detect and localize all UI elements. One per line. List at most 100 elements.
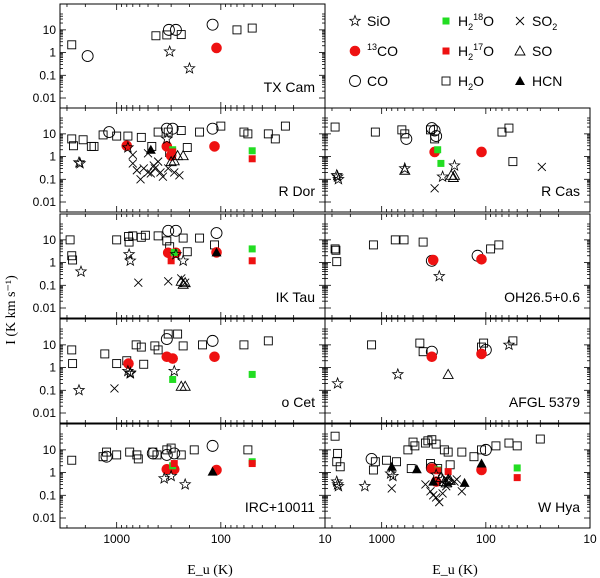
data-point-h2o bbox=[98, 130, 108, 140]
x-axis-title-right: E_u (K) bbox=[432, 563, 478, 578]
data-point-h2o bbox=[153, 231, 163, 241]
data-point-h2o bbox=[182, 143, 192, 152]
data-point-h2o bbox=[368, 465, 378, 475]
data-point-13co bbox=[167, 353, 178, 364]
data-point-co bbox=[169, 23, 182, 36]
data-point-h2o bbox=[332, 257, 342, 267]
legend-marker-so2 bbox=[515, 16, 525, 26]
legend-label-co: CO bbox=[367, 73, 388, 89]
data-point-sio bbox=[331, 477, 344, 490]
data-point-sio bbox=[332, 172, 345, 185]
data-point-h2o bbox=[67, 455, 77, 465]
data-point-sio bbox=[436, 170, 449, 183]
x-tick-label: 100 bbox=[476, 532, 496, 546]
data-point-so2 bbox=[156, 168, 165, 177]
data-point-so2 bbox=[421, 480, 430, 489]
data-point-h2o bbox=[67, 134, 77, 144]
data-point-13co bbox=[427, 254, 439, 266]
y-tick-label: 10 bbox=[43, 443, 57, 457]
data-point-sio bbox=[448, 158, 461, 171]
data-point-h217o bbox=[167, 257, 175, 265]
data-point-co bbox=[400, 132, 413, 145]
data-point-h2o bbox=[178, 341, 188, 351]
data-point-h2o bbox=[98, 452, 108, 462]
data-point-h2o bbox=[112, 235, 122, 245]
data-point-so2 bbox=[387, 484, 397, 493]
data-point-co bbox=[160, 333, 173, 346]
data-point-sio bbox=[432, 269, 446, 282]
data-point-co bbox=[166, 122, 179, 135]
data-point-hcn bbox=[411, 464, 422, 474]
data-point-h2o bbox=[68, 359, 78, 369]
data-point-sio bbox=[123, 254, 137, 267]
data-point-h2o bbox=[392, 457, 401, 467]
panel-oh26-5-0-6: OH26.5+0.6 bbox=[324, 213, 591, 319]
data-point-so2 bbox=[153, 157, 163, 166]
data-point-co bbox=[146, 447, 159, 460]
data-point-hcn bbox=[145, 144, 156, 154]
data-point-13co bbox=[209, 351, 220, 363]
panel-star-name: W Hya bbox=[538, 499, 580, 515]
data-point-h2o bbox=[330, 122, 340, 132]
legend-label-hcn: HCN bbox=[532, 73, 562, 89]
data-point-sio bbox=[72, 383, 86, 396]
x-tick-label: 1000 bbox=[103, 532, 130, 546]
data-point-h2o bbox=[68, 255, 78, 265]
data-point-so bbox=[444, 474, 456, 485]
data-point-h2o bbox=[140, 230, 150, 240]
data-point-h2o bbox=[335, 462, 345, 472]
y-tick-label: 1 bbox=[49, 46, 56, 60]
data-point-h2o bbox=[504, 123, 514, 133]
data-point-h2o bbox=[128, 231, 138, 241]
data-point-so2 bbox=[143, 148, 153, 158]
data-point-h218o bbox=[437, 159, 445, 167]
y-tick-label: 0.01 bbox=[33, 406, 57, 420]
data-point-h2o bbox=[195, 127, 205, 137]
data-point-h2o bbox=[67, 345, 77, 355]
data-point-co bbox=[430, 130, 443, 143]
data-point-co bbox=[103, 126, 116, 139]
data-point-h217o bbox=[170, 460, 178, 468]
data-point-so2 bbox=[133, 278, 143, 288]
data-point-h2o bbox=[139, 359, 149, 369]
data-point-h2o bbox=[78, 135, 88, 145]
data-point-sio bbox=[163, 44, 176, 58]
y-tick-label: 1 bbox=[49, 256, 56, 270]
y-tick-label: 10 bbox=[43, 233, 57, 247]
data-point-h2o bbox=[270, 134, 280, 144]
data-point-co bbox=[100, 450, 113, 463]
data-point-sio bbox=[73, 156, 87, 169]
data-point-h2o bbox=[243, 445, 253, 455]
panel-ik-tau: 0.01 0.1 1 10 IK Tau bbox=[33, 213, 326, 319]
data-point-so bbox=[179, 276, 191, 288]
data-point-h2o bbox=[331, 245, 341, 255]
data-point-sio bbox=[176, 254, 190, 267]
data-point-h2o bbox=[494, 240, 504, 250]
data-point-h2o bbox=[399, 235, 409, 245]
y-tick-label: 0.1 bbox=[39, 383, 56, 397]
y-tick-label: 0.1 bbox=[39, 172, 56, 186]
data-point-so bbox=[168, 154, 181, 166]
data-point-so2 bbox=[128, 150, 138, 160]
data-point-h2o bbox=[508, 157, 518, 167]
data-point-h2o bbox=[112, 359, 122, 369]
data-point-hcn bbox=[211, 247, 222, 257]
legend-marker-hcn bbox=[515, 76, 525, 85]
panel-star-name: TX Cam bbox=[264, 79, 315, 95]
data-point-h2o bbox=[178, 233, 188, 243]
data-point-co bbox=[162, 23, 175, 36]
data-point-h2o bbox=[535, 434, 545, 444]
data-point-13co bbox=[476, 146, 487, 158]
data-point-sio bbox=[167, 364, 181, 377]
data-point-co bbox=[206, 122, 219, 135]
data-point-so bbox=[179, 380, 191, 391]
data-point-h2o bbox=[457, 447, 467, 457]
y-tick-label: 1 bbox=[49, 466, 56, 480]
panel-o-cet: 0.01 0.1 1 10 o Cet bbox=[33, 318, 326, 424]
data-point-h217o bbox=[169, 148, 177, 156]
data-point-so2 bbox=[163, 276, 173, 286]
legend-marker-h218o bbox=[442, 17, 450, 25]
data-point-co bbox=[81, 50, 94, 63]
data-point-sio bbox=[429, 468, 443, 481]
y-tick-label: 0.1 bbox=[39, 278, 56, 292]
